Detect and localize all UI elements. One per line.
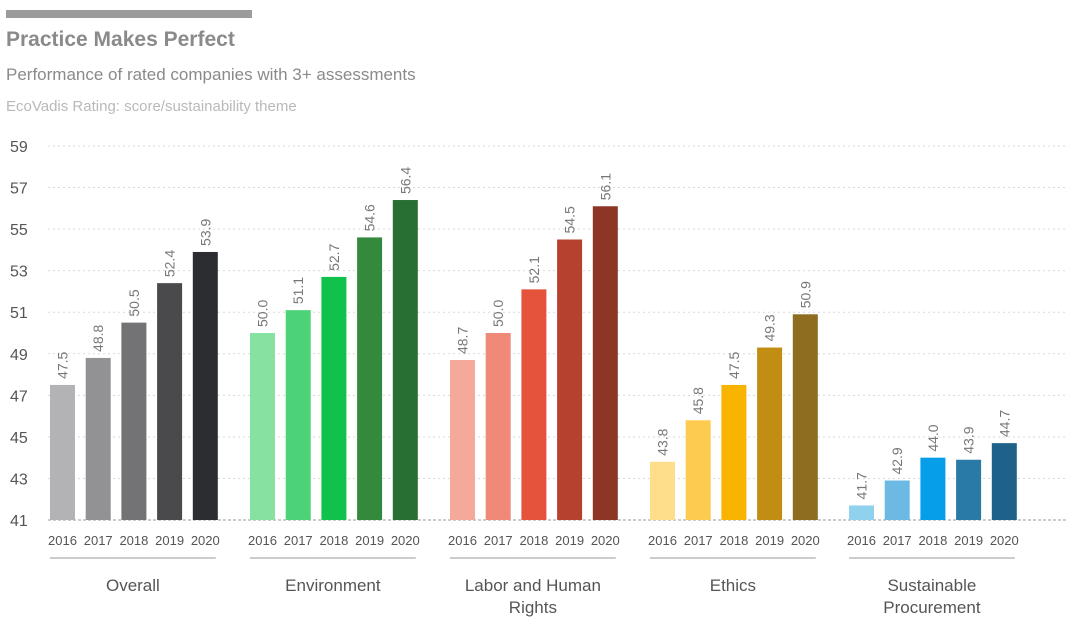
bar-value-label: 44.7: [996, 410, 1012, 437]
y-tick-label: 41: [10, 513, 28, 530]
x-tick-label: 2018: [119, 533, 148, 548]
bar: [757, 347, 783, 520]
bar-value-label: 47.5: [726, 351, 742, 378]
group-label: Procurement: [883, 598, 981, 617]
bar: [392, 200, 418, 520]
bar: [991, 443, 1017, 520]
group-label: Overall: [106, 576, 160, 595]
y-tick-label: 55: [10, 222, 28, 239]
x-tick-label: 2019: [755, 533, 784, 548]
bar: [721, 384, 747, 520]
x-tick-label: 2019: [355, 533, 384, 548]
y-tick-label: 45: [10, 430, 28, 447]
bar: [884, 480, 910, 520]
bar: [250, 333, 275, 520]
y-tick-label: 53: [10, 264, 28, 281]
x-tick-label: 2018: [519, 533, 548, 548]
bar-value-label: 48.7: [455, 327, 471, 354]
bar: [450, 360, 475, 520]
bar-value-label: 53.9: [197, 219, 213, 246]
bar-value-label: 44.0: [925, 424, 941, 451]
bar: [321, 276, 347, 520]
x-tick-label: 2020: [791, 533, 820, 548]
bar-value-label: 42.9: [889, 447, 905, 474]
x-tick-label: 2018: [918, 533, 947, 548]
x-tick-label: 2020: [391, 533, 420, 548]
bar: [50, 384, 75, 520]
bar: [920, 457, 946, 520]
x-tick-label: 2020: [191, 533, 220, 548]
x-tick-label: 2016: [448, 533, 477, 548]
x-tick-label: 2018: [719, 533, 748, 548]
x-tick-label: 2020: [990, 533, 1019, 548]
x-tick-label: 2016: [248, 533, 277, 548]
group-label: Sustainable: [887, 576, 976, 595]
x-tick-label: 2017: [684, 533, 713, 548]
bar-value-label: 52.4: [162, 250, 178, 277]
bar: [357, 237, 383, 520]
x-tick-label: 2017: [284, 533, 313, 548]
bar-value-label: 43.9: [961, 426, 977, 453]
y-tick-label: 43: [10, 471, 28, 488]
y-tick-label: 57: [10, 181, 28, 198]
bar-value-label: 49.3: [762, 314, 778, 341]
bar-value-label: 51.1: [290, 277, 306, 304]
x-tick-label: 2019: [155, 533, 184, 548]
y-tick-label: 49: [10, 347, 28, 364]
bar: [485, 333, 511, 520]
bar-value-label: 54.6: [362, 204, 378, 231]
group-label: Labor and Human: [465, 576, 601, 595]
y-tick-label: 47: [10, 388, 28, 405]
bar-value-label: 47.5: [55, 351, 71, 378]
bar-value-label: 48.8: [90, 324, 106, 351]
bar: [685, 420, 711, 520]
group-label: Environment: [285, 576, 381, 595]
bar-value-label: 50.9: [797, 281, 813, 308]
x-tick-label: 2016: [847, 533, 876, 548]
bar-value-label: 56.4: [397, 167, 413, 194]
bar: [956, 459, 982, 520]
x-tick-label: 2017: [883, 533, 912, 548]
bar-value-label: 50.0: [490, 300, 506, 327]
bar: [521, 289, 547, 520]
bar-value-label: 50.0: [255, 300, 271, 327]
bar-value-label: 52.7: [326, 243, 342, 270]
bar: [849, 505, 874, 520]
y-tick-label: 51: [10, 305, 28, 322]
x-tick-label: 2016: [48, 533, 77, 548]
group-label: Rights: [509, 598, 557, 617]
x-tick-label: 2016: [648, 533, 677, 548]
bar: [157, 283, 183, 520]
x-tick-label: 2019: [954, 533, 983, 548]
bar: [85, 357, 111, 520]
bar-value-label: 56.1: [597, 173, 613, 200]
chart-title: Practice Makes Perfect: [6, 28, 235, 51]
group-label: Ethics: [710, 576, 756, 595]
bar: [121, 322, 147, 520]
y-tick-label: 59: [10, 139, 28, 156]
x-tick-label: 2019: [555, 533, 584, 548]
bar-value-label: 41.7: [854, 472, 870, 499]
bar-value-label: 45.8: [690, 387, 706, 414]
x-tick-label: 2017: [484, 533, 513, 548]
chart-subtitle: Performance of rated companies with 3+ a…: [6, 65, 416, 84]
bar-value-label: 54.5: [562, 206, 578, 233]
bar-value-label: 52.1: [526, 256, 542, 283]
bar: [592, 206, 618, 520]
bar-value-label: 43.8: [655, 428, 671, 455]
bar: [792, 314, 818, 520]
x-tick-label: 2020: [591, 533, 620, 548]
bar-value-label: 50.5: [126, 289, 142, 316]
bar: [285, 310, 311, 520]
title-accent-bar: [6, 10, 252, 18]
bar: [557, 239, 583, 520]
bar: [192, 251, 218, 520]
bar: [650, 461, 675, 520]
x-tick-label: 2017: [84, 533, 113, 548]
x-tick-label: 2018: [319, 533, 348, 548]
chart-note: EcoVadis Rating: score/sustainability th…: [6, 98, 297, 115]
